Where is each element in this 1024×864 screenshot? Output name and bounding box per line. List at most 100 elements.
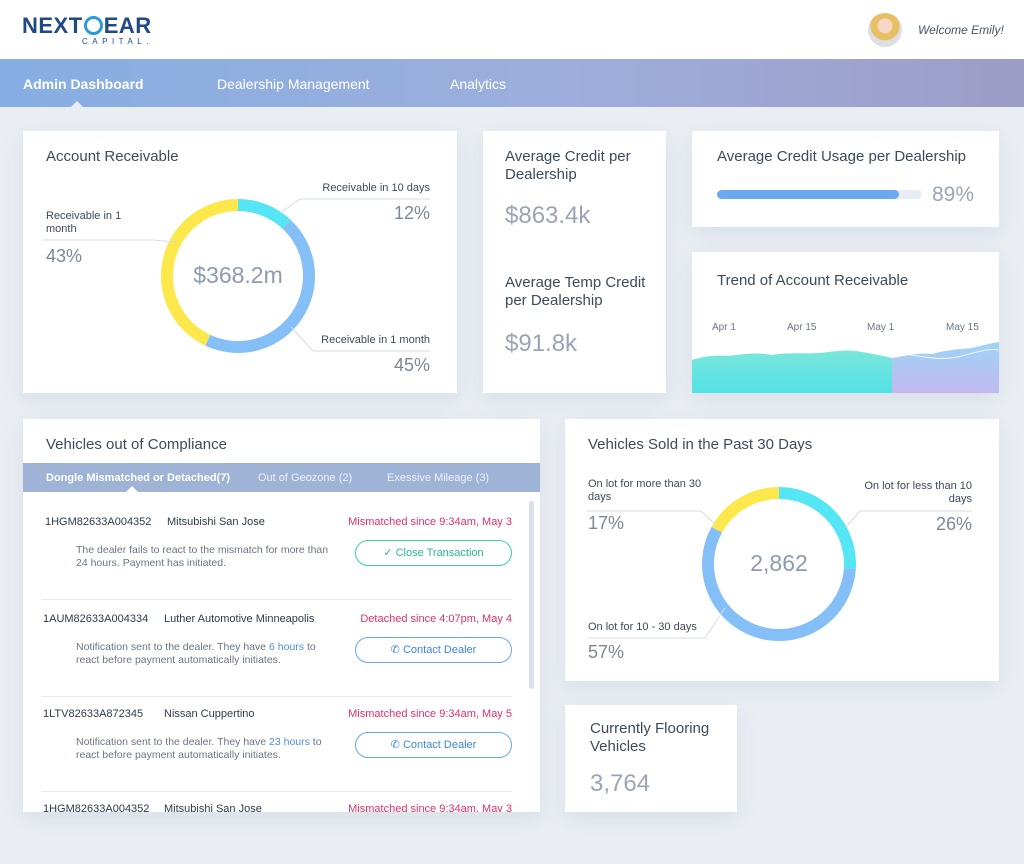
tab-exessive-mileage[interactable]: Exessive Mileage (3) (387, 472, 490, 484)
donut-ring (161, 199, 315, 353)
welcome-text: Welcome Emily! (918, 23, 1004, 37)
status-text: Mismatched since 9:34am, May 3 (348, 803, 512, 812)
leader-line (279, 198, 430, 214)
card-title: Average Temp Credit per Dealership (505, 274, 646, 309)
row-description: The dealer fails to react to the mismatc… (76, 544, 329, 569)
check-icon: ✓ (383, 547, 393, 559)
segment-pct: 17% (588, 513, 625, 533)
trend-x-label: May 15 (946, 322, 979, 333)
gear-icon (83, 16, 103, 35)
segment-label: On lot for more than 30 days (588, 478, 702, 503)
status-text: Mismatched since 9:34am, May 3 (348, 516, 512, 528)
segment-pct: 45% (393, 355, 430, 375)
main-nav: Admin Dashboard Dealership Management An… (0, 59, 1024, 107)
phone-icon: ✆ (390, 739, 400, 751)
dealer-name: Mitsubishi San Jose (164, 803, 262, 812)
donut-segment (711, 487, 780, 533)
card-title: Vehicles Sold in the Past 30 Days (588, 436, 813, 453)
card-title: Trend of Account Receivable (717, 272, 909, 289)
segment-pct: 43% (46, 246, 83, 266)
nav-analytics[interactable]: Analytics (450, 76, 507, 92)
active-nav-indicator (71, 101, 83, 107)
account-receivable-card: Account Receivable $368.2m Receivable in… (23, 131, 457, 393)
credit-usage-track (717, 190, 922, 199)
trend-x-label: May 1 (867, 322, 895, 333)
donut-segment (702, 526, 856, 641)
donut-ring (702, 487, 856, 641)
card-title: Vehicles out of Compliance (46, 436, 227, 453)
compliance-row[interactable]: 1HGM82633A004352 Mitsubishi San Jose Mis… (41, 504, 512, 600)
average-credit-value: $863.4k (505, 202, 591, 229)
segment-pct: 26% (935, 514, 972, 534)
leader-line (587, 607, 726, 639)
dealer-name: Mitsubishi San Jose (167, 516, 265, 528)
contact-dealer-button[interactable]: ✆ Contact Dealer (355, 732, 512, 758)
trend-x-label: Apr 15 (787, 322, 817, 333)
nav-dealership-management[interactable]: Dealership Management (217, 76, 370, 92)
credit-usage-card: Average Credit Usage per Dealership 89% (692, 131, 999, 227)
card-title: Average Credit per Dealership (505, 148, 631, 183)
nav-admin-dashboard[interactable]: Admin Dashboard (23, 76, 144, 92)
vehicles-sold-donut (587, 487, 972, 641)
flooring-card: Currently Flooring Vehicles 3,764 (565, 705, 737, 812)
segment-pct: 57% (588, 642, 625, 662)
nextgear-logo[interactable]: NEXT EAR CAPITAL. (22, 13, 153, 46)
top-bar: NEXT EAR CAPITAL. Welcome Emily! (0, 0, 1024, 59)
close-transaction-button[interactable]: ✓ Close Transaction (355, 540, 512, 566)
trend-area-past (692, 350, 892, 393)
dealer-name: Nissan Cuppertino (164, 708, 255, 720)
average-credit-card: Average Credit per Dealership $863.4k Av… (483, 131, 666, 393)
leader-line (845, 510, 972, 528)
compliance-card: Vehicles out of Compliance Dongle Mismat… (23, 419, 540, 812)
vin: 1HGM82633A004352 (45, 516, 152, 528)
compliance-row[interactable]: 1HGM82633A004352 Mitsubishi San Jose Mis… (41, 791, 512, 812)
status-text: Detached since 4:07pm, May 4 (360, 613, 512, 625)
trend-card: Trend of Account Receivable Apr 1 Apr 15… (692, 252, 999, 393)
donut-center-total: 2,862 (750, 550, 808, 576)
leader-line (43, 239, 177, 243)
donut-segment (205, 219, 315, 353)
segment-label: On lot for 10 - 30 days (588, 621, 697, 633)
vin: 1LTV82633A872345 (43, 708, 144, 720)
segment-label: Receivable in 1 month (46, 210, 122, 235)
trend-x-label: Apr 1 (712, 322, 736, 333)
active-tab-indicator (126, 486, 138, 492)
contact-dealer-button[interactable]: ✆ Contact Dealer (355, 637, 512, 663)
segment-label: Receivable in 10 days (322, 182, 430, 194)
flooring-value: 3,764 (590, 770, 651, 797)
donut-segment (778, 487, 856, 569)
segment-label: On lot for less than 10 days (864, 480, 972, 505)
trend-line (891, 349, 999, 359)
segment-pct: 12% (393, 203, 430, 223)
phone-icon: ✆ (390, 644, 400, 656)
donut-center-total: $368.2m (193, 262, 283, 288)
compliance-row[interactable]: 1LTV82633A872345 Nissan Cuppertino Misma… (41, 696, 512, 792)
card-title: Average Credit Usage per Dealership (717, 148, 967, 165)
credit-usage-pct: 89% (932, 183, 975, 206)
compliance-tabs: Dongle Mismatched or Detached(7) Out of … (23, 463, 540, 492)
donut-segment (237, 199, 291, 229)
tab-dongle-mismatched[interactable]: Dongle Mismatched or Detached(7) (46, 472, 230, 484)
leader-line (290, 326, 430, 352)
account-receivable-donut (43, 198, 430, 353)
trend-area-chart (692, 342, 999, 393)
credit-usage-fill (717, 190, 900, 199)
vin: 1AUM82633A004334 (43, 613, 149, 625)
tab-out-of-geozone[interactable]: Out of Geozone (2) (258, 472, 353, 484)
card-title: Currently Flooring Vehicles (590, 720, 710, 755)
segment-label: Receivable in 1 month (321, 334, 430, 346)
row-description: Notification sent to the dealer. They ha… (76, 641, 316, 666)
avatar[interactable] (868, 13, 902, 47)
row-description: Notification sent to the dealer. They ha… (76, 736, 322, 761)
trend-area-projection (892, 342, 999, 393)
leader-line (587, 510, 718, 527)
compliance-row[interactable]: 1AUM82633A004334 Luther Automotive Minne… (41, 601, 512, 697)
vehicles-sold-card: Vehicles Sold in the Past 30 Days 2,862 … (565, 419, 999, 681)
donut-segment (161, 199, 239, 346)
average-temp-credit-value: $91.8k (505, 330, 578, 357)
list-scrollbar[interactable] (529, 501, 534, 689)
dealer-name: Luther Automotive Minneapolis (164, 613, 315, 625)
status-text: Mismatched since 9:34am, May 5 (348, 708, 512, 720)
card-title: Account Receivable (46, 148, 179, 165)
vin: 1HGM82633A004352 (43, 803, 150, 812)
